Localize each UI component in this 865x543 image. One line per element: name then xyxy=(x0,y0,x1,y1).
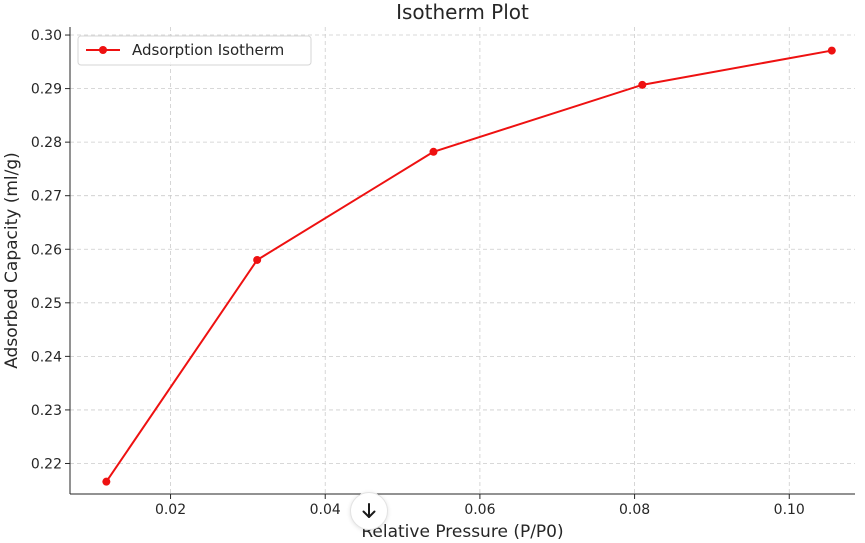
y-tick-label: 0.24 xyxy=(31,349,62,365)
y-tick-label: 0.26 xyxy=(31,242,62,258)
y-tick-label: 0.27 xyxy=(31,189,62,205)
y-tick-label: 0.25 xyxy=(31,296,62,312)
x-axis-label: Relative Pressure (P/P0) xyxy=(361,522,563,542)
x-tick-label: 0.08 xyxy=(619,502,650,518)
y-tick-label: 0.30 xyxy=(31,28,62,44)
data-point xyxy=(429,147,438,156)
x-tick-label: 0.06 xyxy=(464,502,495,518)
scroll-down-button[interactable] xyxy=(350,492,388,530)
series-line xyxy=(105,49,832,483)
y-tick-label: 0.23 xyxy=(31,403,62,419)
legend-label: Adsorption Isotherm xyxy=(132,41,284,59)
grid-layer xyxy=(70,27,855,494)
x-tick-label: 0.02 xyxy=(155,502,186,518)
axes-spines xyxy=(69,27,855,495)
y-tick-label: 0.22 xyxy=(31,456,62,472)
y-tick-label: 0.28 xyxy=(31,135,62,151)
legend-marker-swatch xyxy=(99,46,107,54)
x-tick-label: 0.04 xyxy=(310,502,341,518)
legend-box xyxy=(77,35,312,66)
data-point xyxy=(638,80,647,89)
series-layer xyxy=(102,46,836,486)
x-tick-label: 0.10 xyxy=(774,502,805,518)
legend: Adsorption Isotherm xyxy=(77,35,312,66)
arrow-down-icon xyxy=(362,503,376,518)
y-tick-label: 0.29 xyxy=(31,82,62,98)
data-point xyxy=(253,255,262,264)
chart-title: Isotherm Plot xyxy=(396,0,529,24)
y-axis-label: Adsorbed Capacity (ml/g) xyxy=(2,152,22,369)
data-point xyxy=(827,46,836,55)
data-point xyxy=(102,477,111,486)
tick-layer: 0.02 0.04 0.06 0.08 0.10 0.22 0.23 0.24 0.25 0.26… xyxy=(31,28,805,518)
